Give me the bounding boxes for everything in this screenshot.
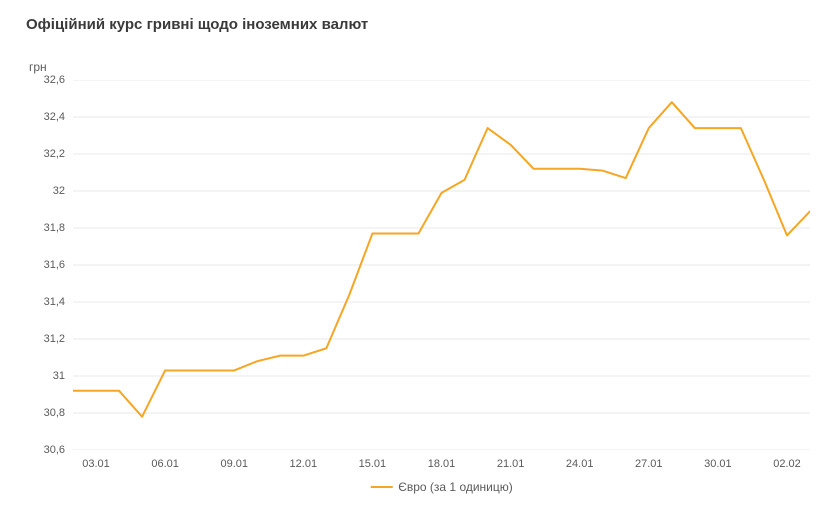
y-tick-label: 32,2 <box>25 148 65 160</box>
y-tick-label: 32,4 <box>25 111 65 123</box>
chart-title: Офіційний курс гривні щодо іноземних вал… <box>26 16 368 33</box>
y-tick-label: 31,8 <box>25 222 65 234</box>
x-tick-label: 12.01 <box>290 458 318 470</box>
x-tick-label: 30.01 <box>704 458 732 470</box>
x-tick-label: 06.01 <box>151 458 179 470</box>
x-tick-label: 09.01 <box>220 458 248 470</box>
y-axis-title: грн <box>29 60 47 74</box>
legend-label: Євро (за 1 одиницю) <box>398 480 513 494</box>
legend-swatch <box>370 486 392 488</box>
x-tick-label: 24.01 <box>566 458 594 470</box>
y-tick-label: 31 <box>25 370 65 382</box>
y-tick-label: 31,6 <box>25 259 65 271</box>
x-tick-label: 15.01 <box>359 458 387 470</box>
x-tick-label: 27.01 <box>635 458 663 470</box>
y-tick-label: 31,4 <box>25 296 65 308</box>
y-tick-label: 31,2 <box>25 333 65 345</box>
x-tick-label: 21.01 <box>497 458 525 470</box>
y-tick-label: 30,6 <box>25 444 65 456</box>
x-tick-label: 02.02 <box>773 458 801 470</box>
chart-plot-area <box>73 80 810 450</box>
y-tick-label: 32 <box>25 185 65 197</box>
y-tick-label: 32,6 <box>25 74 65 86</box>
y-tick-label: 30,8 <box>25 407 65 419</box>
legend: Євро (за 1 одиницю) <box>370 480 513 494</box>
x-tick-label: 03.01 <box>82 458 110 470</box>
series-line <box>73 102 810 417</box>
x-tick-label: 18.01 <box>428 458 456 470</box>
